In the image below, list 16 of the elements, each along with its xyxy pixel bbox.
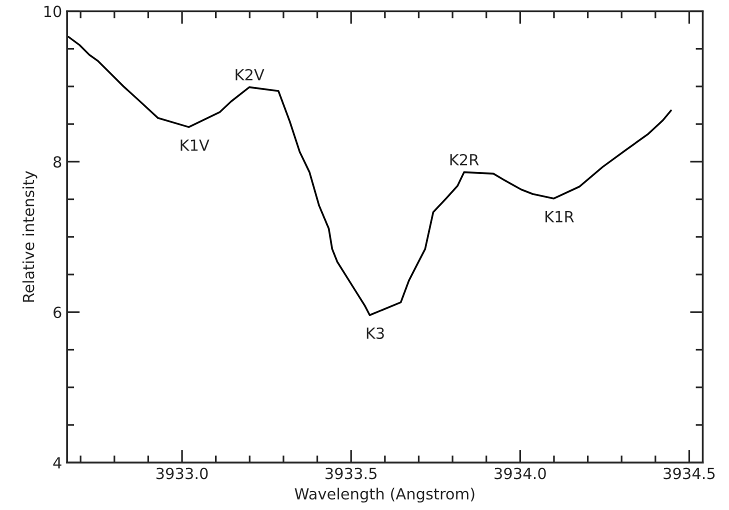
x-tick-label: 3934.0 bbox=[494, 468, 546, 480]
y-tick-label: 8 bbox=[54, 156, 62, 168]
line-series bbox=[68, 36, 672, 316]
y-axis-title: Relative intensity bbox=[22, 171, 38, 302]
y-tick-label: 4 bbox=[53, 457, 62, 468]
annotation: K3 bbox=[366, 327, 384, 340]
y-tick-label: 10 bbox=[44, 6, 62, 18]
x-axis-title: Wavelength (Angstrom) bbox=[294, 488, 474, 503]
x-tick-label: 3934.5 bbox=[664, 468, 715, 480]
annotation: K2V bbox=[236, 68, 264, 80]
y-tick-label: 6 bbox=[54, 306, 62, 318]
annotation: K2R bbox=[450, 154, 479, 166]
annotation: K1R bbox=[546, 211, 574, 222]
annotation: K1V bbox=[180, 140, 210, 151]
x-tick-label: 3933.0 bbox=[156, 468, 208, 480]
x-tick-label: 3933.5 bbox=[326, 468, 376, 480]
